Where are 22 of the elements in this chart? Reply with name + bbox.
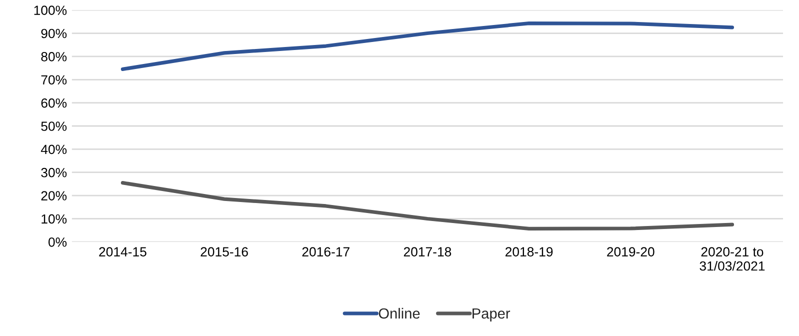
x-tick-label: 2019-20 [607, 247, 654, 256]
y-tick-label: 20% [41, 191, 67, 200]
x-tick-label: 2017-18 [404, 247, 452, 256]
legend-label: Online [378, 308, 420, 319]
y-tick-label: 90% [41, 28, 67, 38]
x-tick-label: 2014-15 [99, 247, 146, 256]
y-tick-label: 50% [41, 122, 67, 131]
legend-label: Paper [472, 308, 510, 322]
y-tick-label: 40% [40, 144, 67, 154]
y-tick-label: 60% [41, 98, 67, 108]
x-tick-label: 2016-17 [302, 247, 350, 256]
line-series [120, 21, 734, 72]
y-tick-label: 0% [48, 237, 67, 247]
y-tick-label: 80% [41, 52, 67, 62]
y-tick-label: 30% [41, 168, 67, 178]
y-tick-label: 10% [42, 214, 67, 224]
x-tick-label: 2015-16 [200, 247, 248, 256]
line-series [120, 180, 734, 231]
y-tick-label: 100% [34, 6, 67, 15]
x-tick-label: 2018-19 [506, 247, 553, 256]
y-tick-label: 70% [41, 75, 67, 85]
x-tick-label: 2020-21 to 31/03/2021 [700, 247, 765, 271]
